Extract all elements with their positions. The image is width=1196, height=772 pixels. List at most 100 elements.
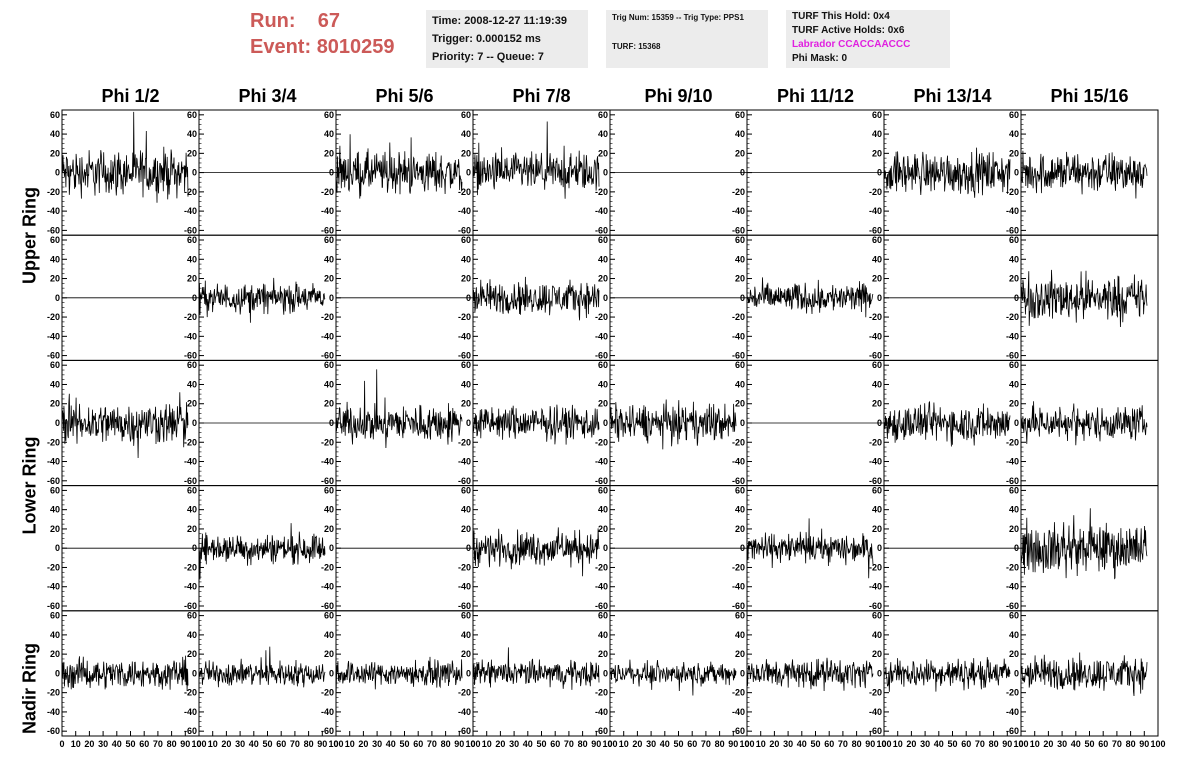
y-tick-label: 0 bbox=[55, 168, 60, 178]
y-tick-label: -40 bbox=[47, 707, 60, 717]
y-tick-label: 60 bbox=[598, 235, 608, 245]
column-header-phi-15-16: Phi 15/16 bbox=[1050, 86, 1129, 106]
phi-mask-text: Phi Mask: 0 bbox=[792, 53, 848, 64]
x-tick-label: 90 bbox=[180, 739, 190, 749]
y-tick-label: 40 bbox=[187, 379, 197, 389]
x-tick-label: 50 bbox=[810, 739, 820, 749]
y-tick-label: -20 bbox=[1006, 562, 1019, 572]
y-tick-label: 20 bbox=[324, 399, 334, 409]
y-tick-label: -20 bbox=[458, 562, 471, 572]
y-tick-label: -60 bbox=[732, 726, 745, 736]
y-tick-label: 40 bbox=[324, 129, 334, 139]
y-tick-label: -20 bbox=[595, 437, 608, 447]
y-tick-label: -60 bbox=[184, 726, 197, 736]
y-tick-label: 0 bbox=[740, 293, 745, 303]
x-tick-label: 0 bbox=[744, 739, 749, 749]
y-tick-label: 60 bbox=[324, 611, 334, 621]
x-tick-label: 60 bbox=[1098, 739, 1108, 749]
y-tick-label: -60 bbox=[321, 351, 334, 361]
panel-frame-r4-c7 bbox=[1020, 610, 1159, 737]
y-tick-label: 20 bbox=[461, 649, 471, 659]
y-tick-label: 0 bbox=[192, 668, 197, 678]
waveform-trace-r2-c6 bbox=[883, 400, 1011, 447]
column-header-phi-7-8: Phi 7/8 bbox=[512, 86, 571, 106]
y-tick-label: -40 bbox=[595, 331, 608, 341]
y-tick-label: -60 bbox=[321, 601, 334, 611]
y-tick-label: -60 bbox=[869, 225, 882, 235]
labrador-text: Labrador CCACCAACCC bbox=[792, 39, 911, 50]
y-tick-label: 40 bbox=[187, 129, 197, 139]
y-tick-label: 40 bbox=[324, 379, 334, 389]
y-tick-label: 40 bbox=[461, 129, 471, 139]
y-tick-label: -60 bbox=[321, 476, 334, 486]
y-tick-label: 40 bbox=[187, 630, 197, 640]
y-tick-label: 40 bbox=[324, 630, 334, 640]
y-tick-label: -40 bbox=[458, 582, 471, 592]
x-tick-label: 30 bbox=[920, 739, 930, 749]
y-tick-label: -40 bbox=[869, 331, 882, 341]
x-tick-label: 50 bbox=[399, 739, 409, 749]
y-tick-label: 0 bbox=[329, 168, 334, 178]
y-tick-label: 20 bbox=[1009, 649, 1019, 659]
y-tick-label: 60 bbox=[1009, 235, 1019, 245]
y-tick-label: -20 bbox=[47, 437, 60, 447]
y-tick-label: 40 bbox=[50, 379, 60, 389]
y-tick-label: 0 bbox=[603, 668, 608, 678]
panel-frame-r4-c3 bbox=[472, 610, 611, 737]
y-tick-label: 40 bbox=[1009, 505, 1019, 515]
y-tick-label: 20 bbox=[598, 649, 608, 659]
y-tick-label: -20 bbox=[732, 312, 745, 322]
y-tick-label: -20 bbox=[458, 312, 471, 322]
y-tick-label: 60 bbox=[461, 235, 471, 245]
x-tick-label: 60 bbox=[687, 739, 697, 749]
x-tick-label: 70 bbox=[701, 739, 711, 749]
y-tick-label: 20 bbox=[187, 148, 197, 158]
y-tick-label: -40 bbox=[1006, 331, 1019, 341]
y-tick-label: -20 bbox=[595, 562, 608, 572]
y-tick-label: -60 bbox=[1006, 726, 1019, 736]
x-tick-label: 30 bbox=[646, 739, 656, 749]
x-tick-label: 30 bbox=[1057, 739, 1067, 749]
y-tick-label: 20 bbox=[461, 274, 471, 284]
x-tick-label: 50 bbox=[125, 739, 135, 749]
turf-text: TURF: 15368 bbox=[612, 42, 661, 51]
y-tick-label: 60 bbox=[461, 110, 471, 120]
y-tick-label: 0 bbox=[740, 668, 745, 678]
y-tick-label: -60 bbox=[732, 476, 745, 486]
waveform-trace-r0-c6 bbox=[883, 147, 1011, 198]
x-tick-label: 50 bbox=[947, 739, 957, 749]
y-tick-label: -40 bbox=[732, 707, 745, 717]
y-tick-label: -60 bbox=[595, 351, 608, 361]
y-tick-label: -20 bbox=[321, 562, 334, 572]
y-tick-label: 60 bbox=[461, 611, 471, 621]
y-tick-label: -40 bbox=[732, 206, 745, 216]
x-tick-label: 10 bbox=[71, 739, 81, 749]
column-header-phi-9-10: Phi 9/10 bbox=[644, 86, 713, 106]
y-tick-label: 40 bbox=[187, 505, 197, 515]
column-header-phi-11-12: Phi 11/12 bbox=[776, 86, 855, 106]
y-tick-label: 20 bbox=[872, 649, 882, 659]
turf-active-text: TURF Active Holds: 0x6 bbox=[792, 25, 905, 36]
waveform-trace-r3-c1 bbox=[198, 523, 326, 580]
y-tick-label: -20 bbox=[321, 437, 334, 447]
y-tick-label: -40 bbox=[47, 457, 60, 467]
y-tick-label: -60 bbox=[184, 476, 197, 486]
y-tick-label: 60 bbox=[187, 485, 197, 495]
y-tick-label: -60 bbox=[458, 225, 471, 235]
waveform-trace-r1-c1 bbox=[198, 277, 326, 323]
y-tick-label: 0 bbox=[55, 293, 60, 303]
x-tick-label: 20 bbox=[632, 739, 642, 749]
turf-hold-text: TURF This Hold: 0x4 bbox=[792, 11, 890, 22]
y-tick-label: -60 bbox=[1006, 351, 1019, 361]
y-tick-label: 20 bbox=[50, 524, 60, 534]
y-tick-label: 20 bbox=[735, 274, 745, 284]
y-tick-label: 0 bbox=[192, 168, 197, 178]
x-tick-label: 70 bbox=[564, 739, 574, 749]
waveform-trace-r4-c1 bbox=[198, 646, 326, 688]
waveform-trace-r4-c4 bbox=[609, 659, 737, 696]
column-header-phi-3-4: Phi 3/4 bbox=[238, 86, 297, 106]
waveform-trace-r0-c0 bbox=[61, 111, 189, 203]
x-tick-label: 70 bbox=[290, 739, 300, 749]
y-tick-label: 20 bbox=[461, 148, 471, 158]
